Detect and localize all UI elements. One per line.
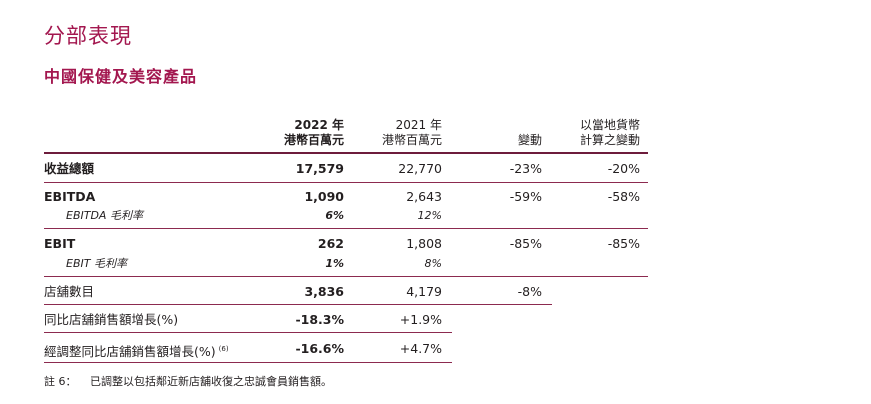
header-rule <box>44 152 648 154</box>
lfl-label: 同比店舖銷售額增長(%) <box>44 312 179 327</box>
header-2022-unit: 港幣百萬元 <box>283 133 344 147</box>
row-divider <box>44 362 452 363</box>
adjusted-lfl-2022: -16.6% <box>295 341 344 356</box>
adjusted-lfl-2021: +4.7% <box>399 341 442 356</box>
ebitda-2022: 1,090 <box>304 189 344 204</box>
footnote-text: 已調整以包括鄰近新店舖收復之忠誠會員銷售額。 <box>90 375 332 388</box>
ebitda-margin-2021: 12% <box>417 209 442 222</box>
segment-subtitle: 中國保健及美容產品 <box>44 67 198 86</box>
stores-2022: 3,836 <box>304 284 344 299</box>
ebitda-2021: 2,643 <box>406 189 442 204</box>
ebitda-local-change: -58% <box>607 189 640 204</box>
ebit-margin-label: EBIT 毛利率 <box>66 257 127 270</box>
revenue-2021: 22,770 <box>398 161 442 176</box>
header-change-label: 變動 <box>517 133 542 147</box>
adjusted-lfl-label: 經調整同比店舖銷售額增長(%) (6) <box>44 341 229 360</box>
ebit-2021: 1,808 <box>406 236 442 251</box>
revenue-change: -23% <box>509 161 542 176</box>
ebit-label: EBIT <box>44 236 76 251</box>
page-title: 分部表現 <box>44 24 132 48</box>
footnote-label: 註 6： <box>44 375 77 388</box>
header-local-change: 以當地貨幣 計算之變動 <box>560 118 640 148</box>
header-change: 變動 <box>480 118 542 148</box>
ebitda-label: EBITDA <box>44 189 96 204</box>
row-divider <box>44 304 552 305</box>
ebitda-margin-label: EBITDA 毛利率 <box>66 209 143 222</box>
revenue-local-change: -20% <box>607 161 640 176</box>
ebit-margin-2021: 8% <box>424 257 442 270</box>
row-divider <box>44 182 648 183</box>
header-2022: 2022 年 港幣百萬元 <box>272 118 344 148</box>
ebit-margin-2022: 1% <box>325 257 344 270</box>
row-divider <box>44 228 648 229</box>
lfl-2022: -18.3% <box>295 312 344 327</box>
stores-label: 店舖數目 <box>44 284 95 299</box>
header-2021-year: 2021 年 <box>395 118 442 132</box>
ebitda-margin-2022: 6% <box>325 209 344 222</box>
header-local-line2: 計算之變動 <box>579 133 640 147</box>
ebit-2022: 262 <box>317 236 344 251</box>
row-divider <box>44 276 648 277</box>
stores-change: -8% <box>517 284 542 299</box>
stores-2021: 4,179 <box>406 284 442 299</box>
row-divider <box>44 332 452 333</box>
footnote-ref: (6) <box>218 345 229 353</box>
ebit-change: -85% <box>509 236 542 251</box>
lfl-2021: +1.9% <box>399 312 442 327</box>
header-local-line1: 以當地貨幣 <box>579 118 640 132</box>
footnote: 註 6： 已調整以包括鄰近新店舖收復之忠誠會員銷售額。 <box>44 373 332 389</box>
ebit-local-change: -85% <box>607 236 640 251</box>
revenue-2022: 17,579 <box>295 161 344 176</box>
revenue-label: 收益總額 <box>44 161 95 176</box>
header-2021: 2021 年 港幣百萬元 <box>370 118 442 148</box>
ebitda-change: -59% <box>509 189 542 204</box>
adjusted-lfl-text: 經調整同比店舖銷售額增長(%) <box>44 344 216 360</box>
header-2022-year: 2022 年 <box>294 118 344 132</box>
header-2021-unit: 港幣百萬元 <box>381 133 442 147</box>
